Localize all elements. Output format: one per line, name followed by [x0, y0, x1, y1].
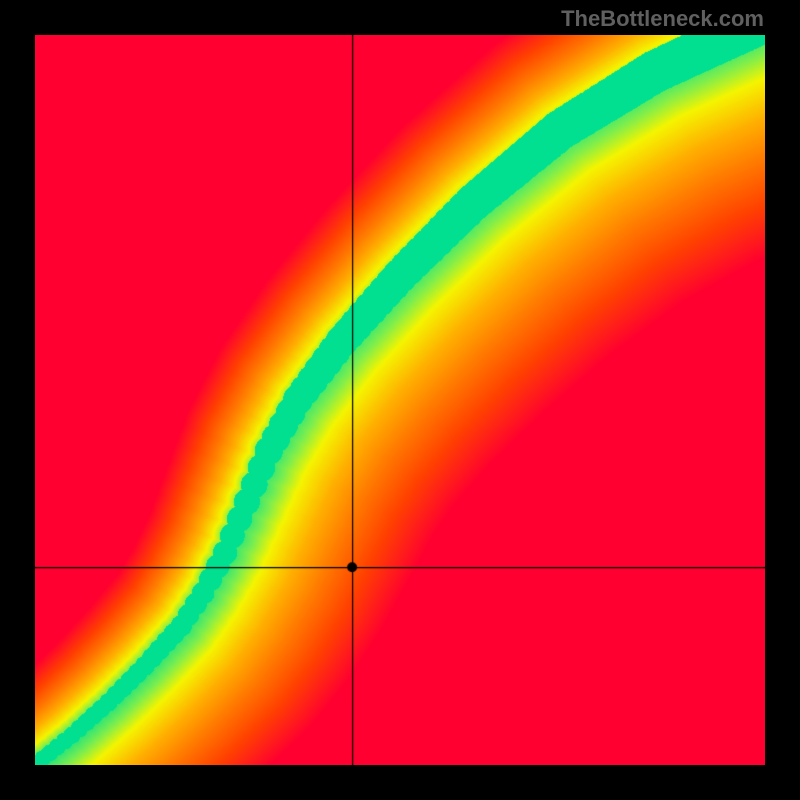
overlay-canvas	[35, 35, 765, 765]
watermark-text: TheBottleneck.com	[561, 6, 764, 32]
chart-container: TheBottleneck.com	[0, 0, 800, 800]
